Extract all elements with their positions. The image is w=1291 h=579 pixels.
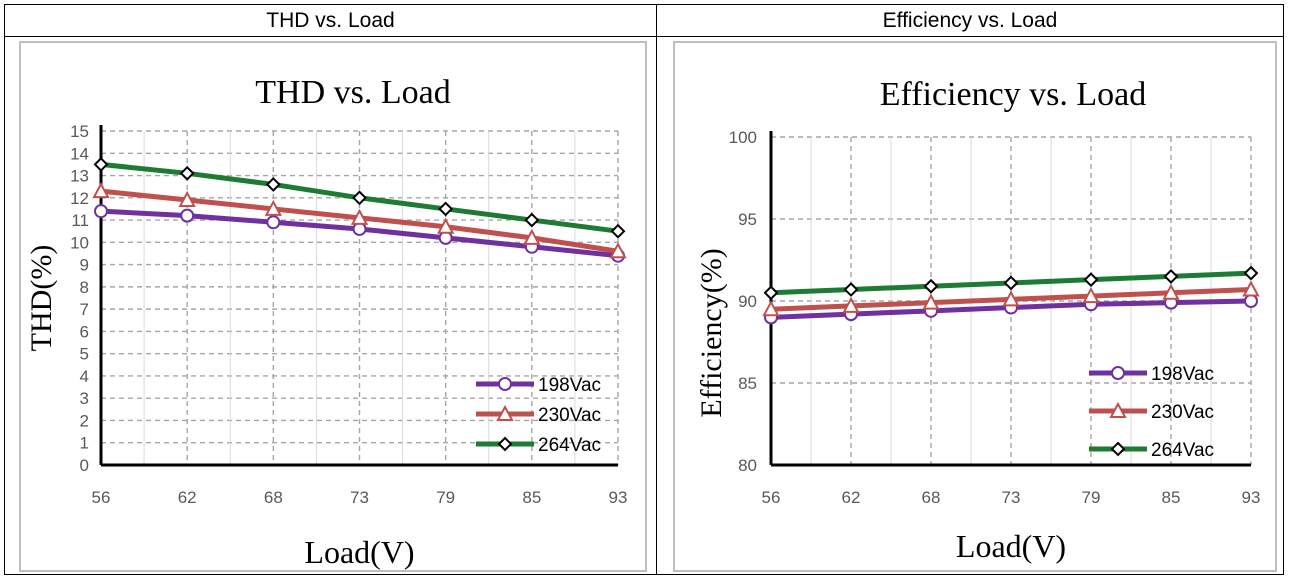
- x-tick-label: 79: [436, 488, 455, 507]
- data-point-230Vac: [609, 242, 627, 259]
- data-point-264Vac: [610, 223, 626, 239]
- y-tick-label: 90: [738, 292, 757, 311]
- data-point-264Vac: [352, 190, 367, 206]
- efficiency-chart: Efficiency vs. Load 80 85 90 95 100 56 62 68 73 79…: [695, 76, 1261, 564]
- legend-label-264Vac: 264Vac: [538, 435, 601, 456]
- data-point-264Vac: [438, 201, 454, 217]
- y-axis-label: Efficiency(%): [695, 248, 728, 417]
- data-point-264Vac: [524, 212, 540, 228]
- legend-label-230Vac: 230Vac: [1151, 402, 1214, 423]
- data-point-230Vac: [178, 190, 196, 208]
- y-axis-label: THD(%): [25, 245, 58, 352]
- y-tick-label: 6: [80, 322, 89, 341]
- data-point-230Vac: [1162, 283, 1180, 300]
- x-tick-label: 68: [922, 488, 941, 507]
- x-tick-label: 62: [178, 488, 197, 507]
- table-header-thd: THD vs. Load: [5, 5, 657, 37]
- legend-marker-230Vac: [496, 404, 514, 421]
- y-tick-label: 11: [71, 211, 89, 230]
- data-point-230Vac: [436, 217, 455, 234]
- legend-marker-198Vac: [1111, 366, 1125, 380]
- data-point-198Vac: [266, 215, 281, 230]
- legend-marker-198Vac: [498, 377, 512, 391]
- x-tick-label: 62: [842, 488, 861, 507]
- thd-chart-frame: THD vs. Load 0 1 2 3 4 5 6 7 8 9 10 11 12 13 14 15 56 62 68…: [19, 41, 647, 572]
- table-header-efficiency: Efficiency vs. Load: [657, 5, 1283, 37]
- data-point-230Vac: [350, 208, 369, 225]
- data-point-264Vac: [1163, 268, 1179, 284]
- y-tick-label: 7: [80, 300, 89, 319]
- y-tick-label: 3: [80, 389, 89, 408]
- legend-label-264Vac: 264Vac: [1151, 440, 1214, 461]
- data-point-264Vac: [1243, 265, 1259, 281]
- data-point-264Vac: [1003, 275, 1019, 291]
- y-tick-label: 10: [70, 233, 89, 252]
- y-tick-label: 8: [80, 278, 89, 297]
- x-tick-label: 73: [1002, 488, 1021, 507]
- y-tick-label: 4: [80, 367, 89, 386]
- chart-title: Efficiency vs. Load: [880, 76, 1147, 113]
- y-tick-label: 2: [80, 411, 89, 430]
- legend-marker-264Vac: [1110, 441, 1126, 457]
- y-tick-label: 100: [729, 128, 757, 147]
- data-point-230Vac: [922, 293, 940, 310]
- chart-title: THD vs. Load: [255, 74, 450, 111]
- y-tick-label: 0: [80, 456, 89, 475]
- x-tick-label: 56: [762, 488, 781, 507]
- y-tick-label: 95: [738, 210, 757, 229]
- table-divider: [656, 5, 657, 574]
- legend-label-198Vac: 198Vac: [1151, 364, 1214, 385]
- legend-label-230Vac: 230Vac: [538, 405, 601, 426]
- data-point-198Vac: [1244, 294, 1258, 308]
- data-point-230Vac: [1082, 286, 1100, 304]
- data-point-264Vac: [265, 177, 281, 192]
- x-tick-label: 79: [1082, 488, 1101, 507]
- x-tick-label: 93: [609, 488, 628, 507]
- x-tick-label: 56: [92, 488, 111, 507]
- legend-marker-264Vac: [497, 436, 513, 452]
- y-tick-label: 9: [80, 256, 89, 275]
- data-point-198Vac: [180, 208, 195, 223]
- data-point-264Vac: [763, 285, 779, 301]
- data-point-264Vac: [843, 282, 859, 297]
- y-tick-label: 13: [70, 167, 89, 186]
- y-tick-label: 1: [80, 434, 89, 453]
- data-point-230Vac: [1002, 290, 1020, 307]
- data-point-230Vac: [523, 228, 541, 245]
- data-point-230Vac: [1242, 280, 1260, 297]
- x-tick-label: 73: [350, 488, 369, 507]
- x-tick-label: 68: [264, 488, 283, 507]
- comparison-table: THD vs. Load Efficiency vs. Load THD vs.…: [4, 4, 1284, 575]
- data-point-264Vac: [1083, 272, 1099, 288]
- data-point-264Vac: [179, 165, 195, 181]
- efficiency-chart-frame: Efficiency vs. Load 80 85 90 95 100 56 62 68 73 79…: [673, 41, 1277, 572]
- x-tick-label: 85: [522, 488, 541, 507]
- y-tick-label: 12: [70, 189, 89, 208]
- y-tick-label: 14: [70, 144, 89, 163]
- legend-marker-230Vac: [1109, 401, 1127, 418]
- data-point-230Vac: [92, 182, 110, 199]
- y-tick-label: 80: [738, 456, 757, 475]
- x-axis-label: Load(V): [956, 528, 1066, 564]
- y-tick-label: 15: [70, 122, 89, 141]
- data-point-230Vac: [264, 199, 283, 216]
- x-tick-label: 93: [1242, 488, 1261, 507]
- data-point-198Vac: [94, 204, 108, 219]
- x-axis-label: Load(V): [304, 534, 414, 570]
- data-point-230Vac: [842, 296, 860, 313]
- data-point-230Vac: [762, 300, 780, 317]
- data-point-264Vac: [923, 278, 939, 294]
- y-tick-label: 5: [80, 345, 89, 364]
- legend-label-198Vac: 198Vac: [538, 375, 601, 396]
- y-tick-label: 85: [738, 374, 757, 393]
- data-point-264Vac: [93, 156, 109, 172]
- x-tick-label: 85: [1162, 488, 1181, 507]
